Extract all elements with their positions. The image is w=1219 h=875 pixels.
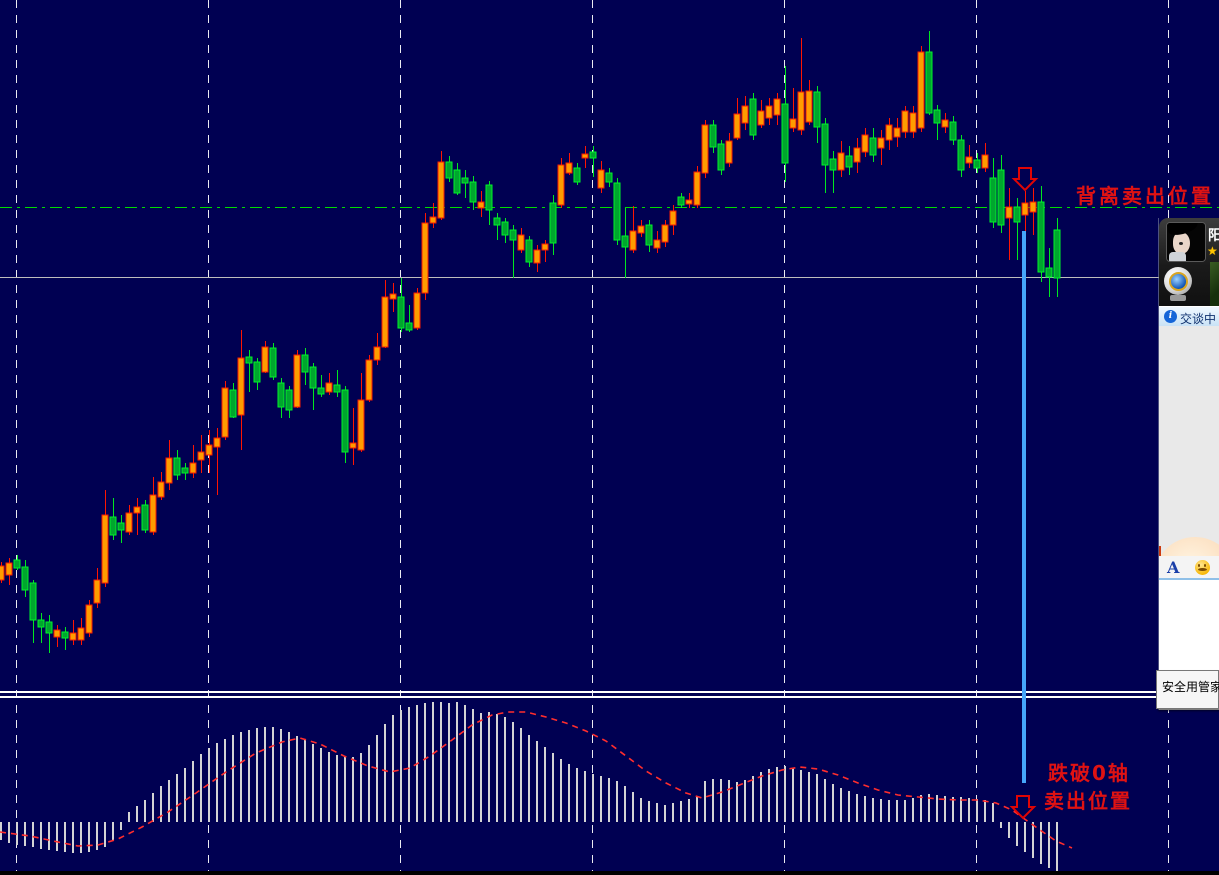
image-edge — [1159, 546, 1161, 556]
annotation-break-zero-axis: 跌破0轴 — [1048, 761, 1130, 785]
annotation-divergence-sell: 背离卖出位置 — [1076, 184, 1214, 208]
info-icon: i — [1164, 310, 1177, 323]
security-tooltip: 安全用管家 — [1156, 670, 1219, 709]
font-icon[interactable]: A — [1167, 558, 1180, 577]
status-bar: i 交谈中 — [1159, 306, 1219, 326]
security-tooltip-text: 安全用管家 — [1162, 680, 1219, 694]
webcam-icon[interactable] — [1162, 265, 1198, 303]
emoji-icon[interactable] — [1195, 560, 1210, 575]
contact-name: 阳 — [1208, 228, 1219, 244]
annotation-sell-position: 卖出位置 — [1044, 789, 1132, 813]
status-text: 交谈中 — [1180, 312, 1217, 326]
avatar[interactable] — [1166, 222, 1206, 262]
video-thumbnail — [1210, 262, 1219, 306]
chat-message-area[interactable] — [1159, 326, 1219, 556]
sticker-image — [1159, 537, 1219, 556]
chat-header: 阳 ★ — [1159, 218, 1219, 306]
qq-chat-panel[interactable]: 阳 ★ i 交谈中 A — [1158, 218, 1219, 710]
star-badge-icon: ★ — [1207, 244, 1218, 258]
format-toolbar: A — [1159, 556, 1219, 580]
